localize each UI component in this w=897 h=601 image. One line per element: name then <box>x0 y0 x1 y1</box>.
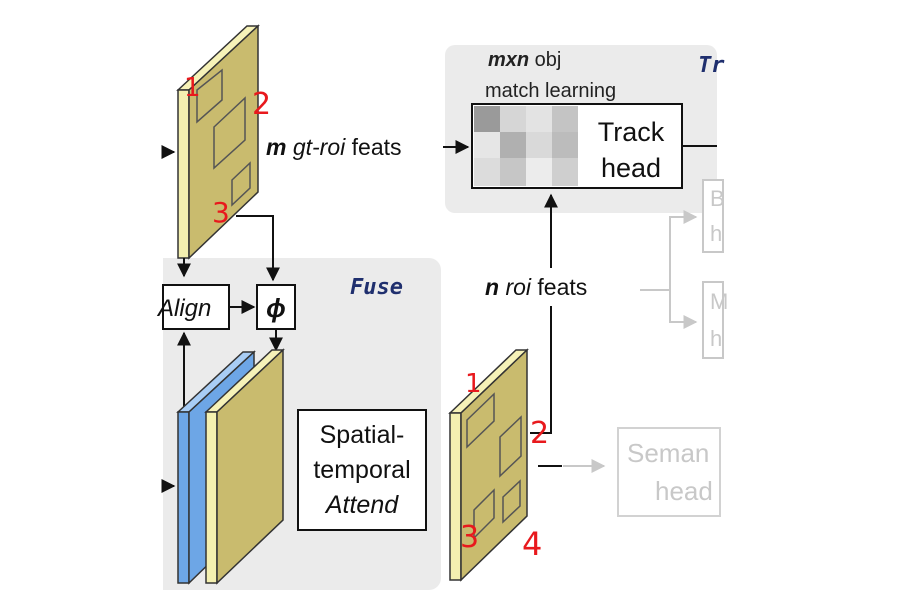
faded-box-1 <box>702 179 724 253</box>
semantic-head-label-1: Seman <box>627 438 709 468</box>
svg-text:M: M <box>710 289 728 314</box>
spatial-label-2: temporal <box>313 456 410 484</box>
spatial-temporal-box <box>297 409 427 531</box>
phi-label: ϕ <box>266 293 286 323</box>
semantic-head-box <box>617 427 721 517</box>
align-label: Align <box>156 295 211 322</box>
align-box <box>162 284 230 330</box>
match-learning-line1: mxn obj <box>488 49 561 71</box>
track-head-label-1: Track <box>598 117 665 147</box>
match-learning-line2: match learning <box>485 80 616 102</box>
annotation-bottom-1: 1 <box>465 369 482 399</box>
annotation-bottom-4: 4 <box>522 525 542 563</box>
faded-box-2 <box>702 281 724 359</box>
annotation-bottom-3: 3 <box>460 520 479 555</box>
map-to-phi-line <box>236 215 280 282</box>
gt-roi-feats-label: m gt-roi feats <box>266 134 402 160</box>
annotation-top-2: 2 <box>252 87 271 122</box>
annotation-top-3: 3 <box>212 196 230 229</box>
fuse-title: Fuse <box>350 275 403 300</box>
fused-feature-map <box>204 348 285 585</box>
annotation-top-1: 1 <box>184 73 201 103</box>
n-roi-up-line-lower <box>530 306 552 434</box>
faded-branch: B h M h <box>640 179 728 359</box>
n-roi-feats-label: n roi feats <box>485 274 587 300</box>
svg-text:h: h <box>710 326 722 351</box>
track-title-partial: Tr <box>698 53 725 78</box>
spatial-label-3: Attend <box>324 491 399 519</box>
bottom-feature-map <box>448 348 529 582</box>
semantic-head-label-2: head <box>655 476 713 506</box>
annotation-bottom-2: 2 <box>530 416 549 451</box>
top-feature-map <box>176 24 260 260</box>
svg-text:B: B <box>710 186 725 211</box>
spatial-label-1: Spatial- <box>320 421 405 449</box>
svg-text:h: h <box>710 221 722 246</box>
similarity-matrix <box>474 106 578 186</box>
track-head-label-2: head <box>601 153 661 183</box>
